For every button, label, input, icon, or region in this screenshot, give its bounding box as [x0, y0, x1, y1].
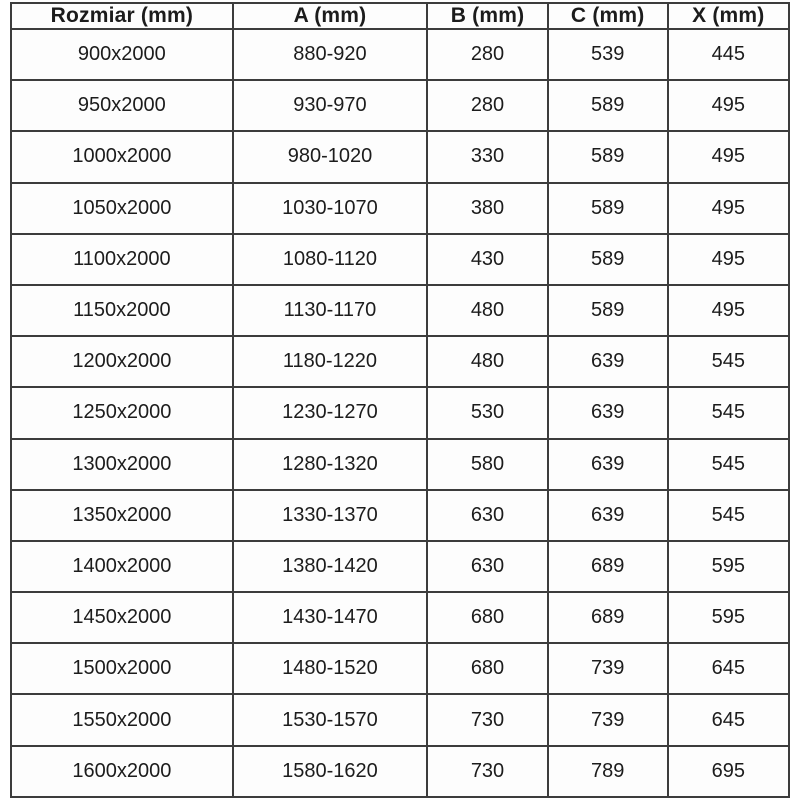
cell-b: 730 — [426, 693, 549, 747]
cell-rozmiar: 1200x2000 — [10, 335, 234, 389]
table-row: 1150x2000 1130-1170 480 589 495 — [10, 283, 791, 338]
cell-a: 1480-1520 — [231, 642, 429, 696]
cell-a: 1080-1120 — [231, 232, 429, 286]
column-header-b: B (mm) — [426, 2, 549, 30]
table-row: 1500x2000 1480-1520 680 739 645 — [10, 642, 791, 696]
cell-x: 695 — [666, 744, 791, 799]
cell-c: 589 — [546, 181, 669, 235]
cell-c: 589 — [546, 79, 669, 133]
cell-x: 495 — [666, 181, 791, 235]
cell-rozmiar: 1500x2000 — [10, 642, 234, 696]
cell-c: 589 — [546, 130, 669, 184]
cell-rozmiar: 1600x2000 — [10, 744, 234, 799]
table-row: 1100x2000 1080-1120 430 589 495 — [10, 232, 791, 286]
cell-x: 595 — [666, 591, 791, 645]
cell-b: 480 — [426, 335, 549, 389]
cell-rozmiar: 1000x2000 — [10, 130, 234, 184]
cell-c: 639 — [546, 437, 669, 491]
cell-x: 645 — [666, 693, 791, 747]
table-row: 1550x2000 1530-1570 730 739 645 — [10, 693, 791, 747]
cell-b: 730 — [426, 744, 549, 799]
cell-c: 589 — [546, 232, 669, 286]
cell-rozmiar: 900x2000 — [10, 27, 234, 82]
cell-c: 739 — [546, 642, 669, 696]
cell-x: 645 — [666, 642, 791, 696]
cell-x: 495 — [666, 130, 791, 184]
table-row: 1600x2000 1580-1620 730 789 695 — [10, 744, 791, 799]
cell-b: 430 — [426, 232, 549, 286]
cell-x: 495 — [666, 79, 791, 133]
cell-c: 589 — [546, 283, 669, 338]
cell-b: 480 — [426, 283, 549, 338]
table-row: 1000x2000 980-1020 330 589 495 — [10, 130, 791, 184]
cell-a: 1430-1470 — [231, 591, 429, 645]
table-row: 1200x2000 1180-1220 480 639 545 — [10, 335, 791, 389]
size-table-container: Rozmiar (mm) A (mm) B (mm) C (mm) X (mm) 900… — [10, 2, 791, 799]
cell-x: 545 — [666, 335, 791, 389]
cell-x: 445 — [666, 27, 791, 82]
cell-rozmiar: 1300x2000 — [10, 437, 234, 491]
cell-c: 639 — [546, 335, 669, 389]
column-header-rozmiar: Rozmiar (mm) — [10, 2, 234, 30]
cell-a: 1130-1170 — [231, 283, 429, 338]
table-row: 1400x2000 1380-1420 630 689 595 — [10, 539, 791, 594]
cell-rozmiar: 1150x2000 — [10, 283, 234, 338]
table-row: 1300x2000 1280-1320 580 639 545 — [10, 437, 791, 491]
cell-rozmiar: 1550x2000 — [10, 693, 234, 747]
cell-b: 280 — [426, 27, 549, 82]
cell-b: 380 — [426, 181, 549, 235]
cell-rozmiar: 1450x2000 — [10, 591, 234, 645]
column-header-a: A (mm) — [231, 2, 429, 30]
cell-c: 689 — [546, 591, 669, 645]
cell-c: 539 — [546, 27, 669, 82]
cell-b: 630 — [426, 539, 549, 594]
cell-x: 595 — [666, 539, 791, 594]
table-row: 900x2000 880-920 280 539 445 — [10, 27, 791, 82]
cell-a: 1330-1370 — [231, 488, 429, 542]
cell-rozmiar: 1350x2000 — [10, 488, 234, 542]
cell-b: 680 — [426, 591, 549, 645]
cell-a: 930-970 — [231, 79, 429, 133]
cell-a: 1380-1420 — [231, 539, 429, 594]
cell-rozmiar: 1400x2000 — [10, 539, 234, 594]
cell-b: 680 — [426, 642, 549, 696]
table-body: 900x2000 880-920 280 539 445 950x2000 930-970 2… — [10, 27, 791, 799]
table-row: 1250x2000 1230-1270 530 639 545 — [10, 386, 791, 440]
cell-c: 639 — [546, 488, 669, 542]
cell-x: 495 — [666, 283, 791, 338]
table-row: 1450x2000 1430-1470 680 689 595 — [10, 591, 791, 645]
table-row: 1050x2000 1030-1070 380 589 495 — [10, 181, 791, 235]
column-header-c: C (mm) — [546, 2, 669, 30]
cell-b: 280 — [426, 79, 549, 133]
cell-a: 980-1020 — [231, 130, 429, 184]
cell-a: 880-920 — [231, 27, 429, 82]
cell-b: 630 — [426, 488, 549, 542]
cell-a: 1280-1320 — [231, 437, 429, 491]
cell-a: 1530-1570 — [231, 693, 429, 747]
cell-a: 1230-1270 — [231, 386, 429, 440]
cell-rozmiar: 1100x2000 — [10, 232, 234, 286]
cell-c: 789 — [546, 744, 669, 799]
cell-a: 1580-1620 — [231, 744, 429, 799]
cell-x: 495 — [666, 232, 791, 286]
header-row: Rozmiar (mm) A (mm) B (mm) C (mm) X (mm) — [10, 2, 791, 30]
cell-c: 639 — [546, 386, 669, 440]
column-header-x: X (mm) — [666, 2, 791, 30]
cell-rozmiar: 1050x2000 — [10, 181, 234, 235]
cell-c: 689 — [546, 539, 669, 594]
cell-b: 330 — [426, 130, 549, 184]
cell-a: 1180-1220 — [231, 335, 429, 389]
table-row: 1350x2000 1330-1370 630 639 545 — [10, 488, 791, 542]
cell-x: 545 — [666, 386, 791, 440]
size-table: Rozmiar (mm) A (mm) B (mm) C (mm) X (mm) 900… — [10, 2, 791, 799]
cell-c: 739 — [546, 693, 669, 747]
cell-b: 580 — [426, 437, 549, 491]
table-row: 950x2000 930-970 280 589 495 — [10, 79, 791, 133]
cell-b: 530 — [426, 386, 549, 440]
cell-x: 545 — [666, 488, 791, 542]
cell-rozmiar: 950x2000 — [10, 79, 234, 133]
cell-a: 1030-1070 — [231, 181, 429, 235]
cell-x: 545 — [666, 437, 791, 491]
cell-rozmiar: 1250x2000 — [10, 386, 234, 440]
